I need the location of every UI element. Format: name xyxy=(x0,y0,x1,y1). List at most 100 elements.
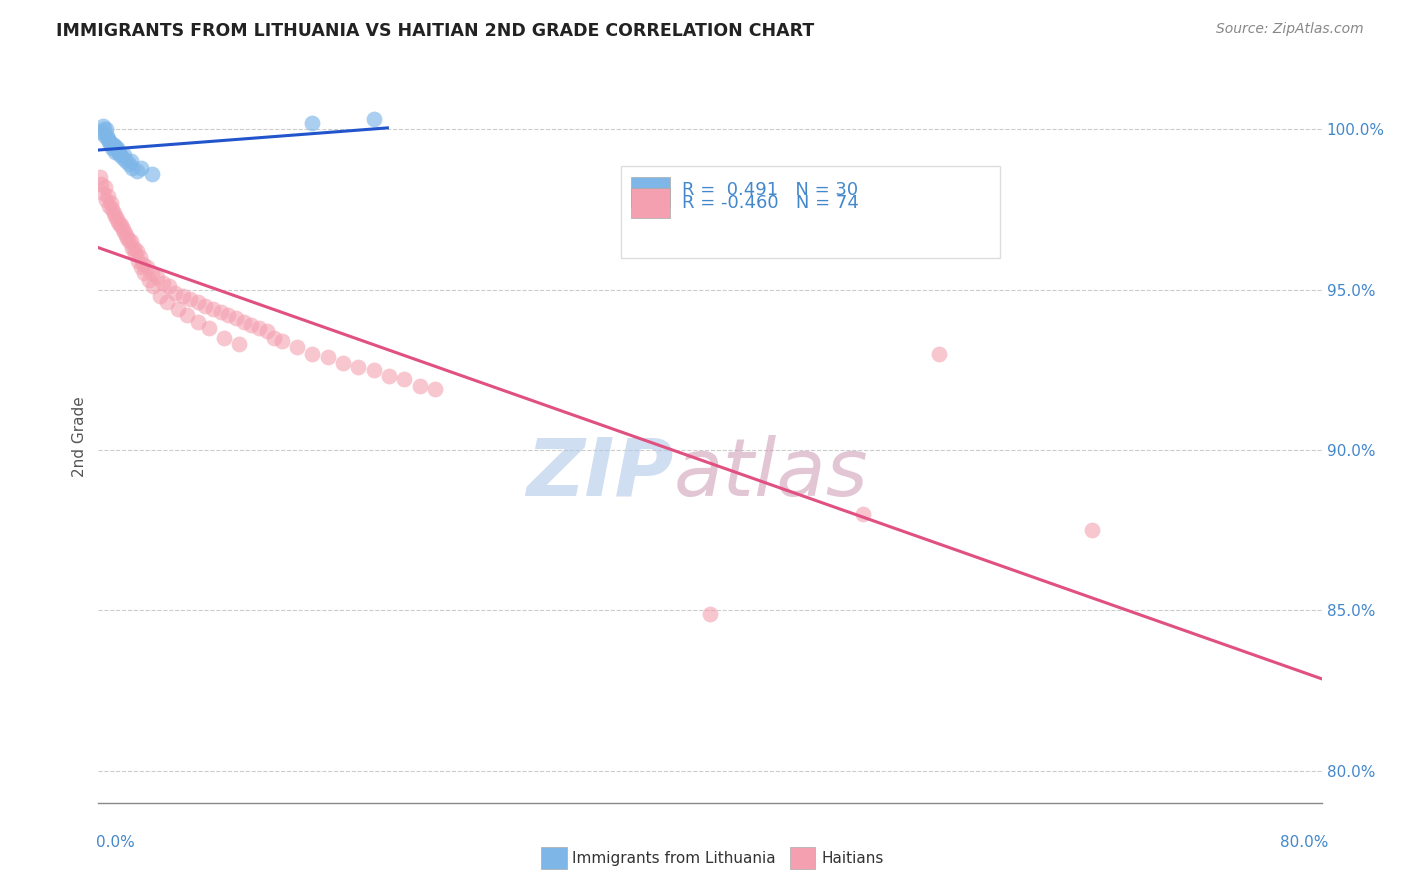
Point xyxy=(110,219,132,233)
Point xyxy=(240,318,263,332)
Point xyxy=(91,186,114,201)
Text: Source: ZipAtlas.com: Source: ZipAtlas.com xyxy=(1216,22,1364,37)
Point xyxy=(105,141,128,155)
Point xyxy=(90,177,112,191)
Point xyxy=(363,112,385,127)
Point xyxy=(117,231,139,245)
Point xyxy=(97,132,120,146)
Point xyxy=(197,321,219,335)
Point xyxy=(108,145,131,159)
Point xyxy=(98,135,121,149)
Point xyxy=(115,227,138,242)
Point xyxy=(128,251,150,265)
Point xyxy=(152,276,174,290)
Text: 0.0%: 0.0% xyxy=(96,836,135,850)
Point xyxy=(90,125,112,139)
Point xyxy=(112,148,135,162)
Point xyxy=(212,331,235,345)
Point xyxy=(225,311,247,326)
Point xyxy=(129,161,152,175)
Point xyxy=(145,269,167,284)
Point xyxy=(111,221,134,235)
Point xyxy=(408,378,430,392)
Point xyxy=(118,235,141,249)
Point xyxy=(125,244,148,258)
Point xyxy=(1081,523,1104,537)
Point xyxy=(96,128,118,143)
Point xyxy=(301,346,323,360)
Point xyxy=(100,195,122,210)
Point xyxy=(94,193,117,207)
Point xyxy=(121,241,143,255)
Point xyxy=(108,148,131,162)
Text: atlas: atlas xyxy=(673,434,868,513)
Point xyxy=(232,315,254,329)
Point xyxy=(172,289,194,303)
Point xyxy=(103,205,125,219)
Point xyxy=(134,267,156,281)
Y-axis label: 2nd Grade: 2nd Grade xyxy=(72,397,87,477)
Point xyxy=(107,145,129,159)
Point xyxy=(347,359,370,374)
Point xyxy=(101,141,124,155)
Text: IMMIGRANTS FROM LITHUANIA VS HAITIAN 2ND GRADE CORRELATION CHART: IMMIGRANTS FROM LITHUANIA VS HAITIAN 2ND… xyxy=(56,22,814,40)
Point xyxy=(100,138,122,153)
Point xyxy=(699,607,721,621)
Point xyxy=(98,135,121,149)
Point xyxy=(852,507,875,521)
Point xyxy=(120,154,142,169)
Point xyxy=(423,382,446,396)
Point xyxy=(157,279,180,293)
Bar xyxy=(630,178,669,207)
Bar xyxy=(630,188,669,218)
Point xyxy=(285,340,308,354)
Point xyxy=(93,179,115,194)
Point xyxy=(316,350,339,364)
Text: Haitians: Haitians xyxy=(821,851,883,865)
Point xyxy=(263,331,285,345)
Point xyxy=(111,151,134,165)
Point xyxy=(149,289,172,303)
Point xyxy=(247,321,270,335)
Point xyxy=(378,369,401,384)
Point xyxy=(89,170,111,185)
Point xyxy=(301,116,323,130)
Point xyxy=(105,141,128,155)
Point xyxy=(256,324,278,338)
Point xyxy=(167,301,190,316)
Point xyxy=(163,285,186,300)
Point xyxy=(194,299,217,313)
Point xyxy=(112,225,135,239)
Text: Immigrants from Lithuania: Immigrants from Lithuania xyxy=(572,851,776,865)
Point xyxy=(142,279,165,293)
Point xyxy=(228,337,250,351)
Point xyxy=(101,202,124,217)
Point xyxy=(93,128,115,143)
Point xyxy=(91,119,114,133)
Point xyxy=(156,295,179,310)
Point xyxy=(104,209,127,223)
Point xyxy=(141,267,163,281)
Point xyxy=(141,167,163,181)
Point xyxy=(392,372,416,386)
Point xyxy=(138,273,160,287)
Point xyxy=(115,154,138,169)
Point xyxy=(97,189,120,203)
Point xyxy=(928,346,950,360)
Point xyxy=(332,356,354,370)
Point xyxy=(187,315,209,329)
Point xyxy=(270,334,294,348)
Point xyxy=(187,295,209,310)
Point xyxy=(124,247,146,261)
FancyBboxPatch shape xyxy=(620,167,1000,258)
Point xyxy=(98,199,121,213)
Point xyxy=(101,138,124,153)
Point xyxy=(125,163,148,178)
Point xyxy=(127,253,149,268)
Point xyxy=(104,145,127,159)
Point xyxy=(176,308,198,322)
Point xyxy=(132,257,155,271)
Point xyxy=(103,138,125,153)
Point xyxy=(363,362,385,376)
Point xyxy=(179,292,201,306)
